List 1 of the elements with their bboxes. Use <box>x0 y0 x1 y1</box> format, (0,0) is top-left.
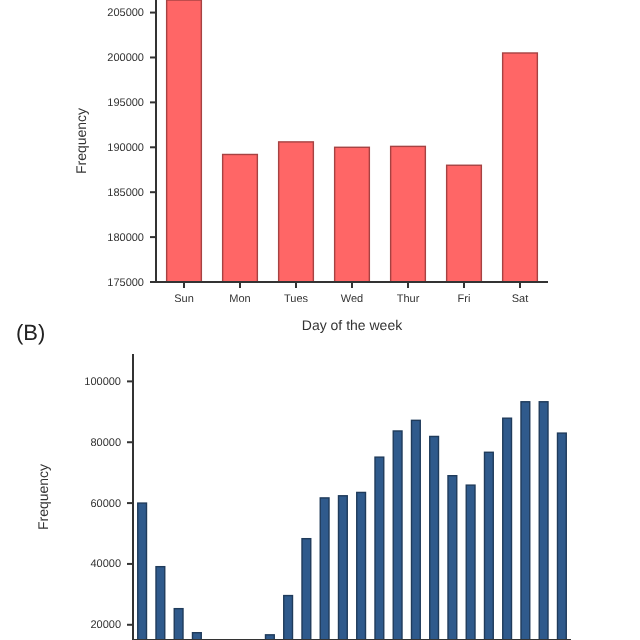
chart-title: (B) <box>16 322 46 346</box>
